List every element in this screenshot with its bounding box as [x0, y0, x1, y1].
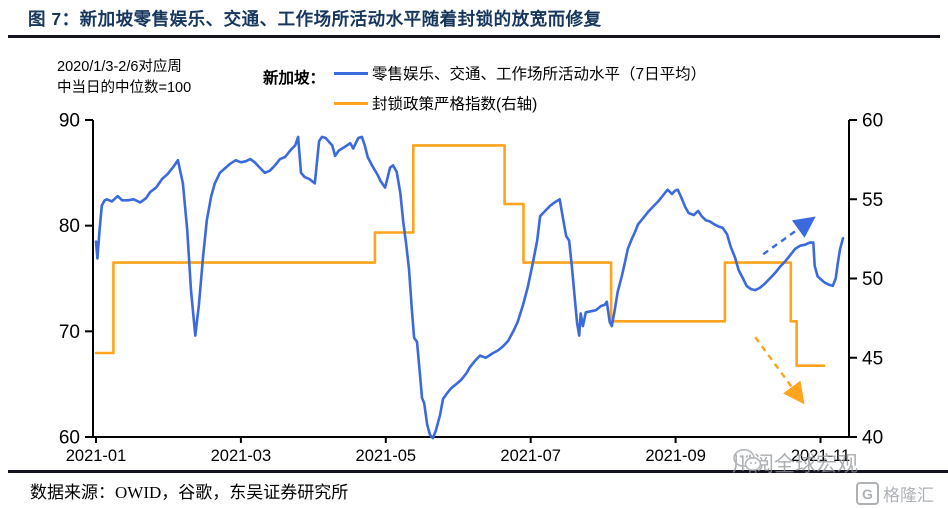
bottom-divider — [8, 470, 948, 473]
wechat-icon — [733, 449, 762, 471]
x-axis-tick-label: 2021-11 — [791, 447, 850, 465]
gelonghui-logo-icon: G — [856, 482, 879, 505]
left-axis-tick-label: 70 — [59, 322, 80, 343]
right-axis-tick-label: 50 — [862, 269, 883, 290]
figure-title: 图 7：新加坡零售娱乐、交通、工作场所活动水平随着封锁的放宽而修复 — [28, 9, 602, 29]
wechat-watermark: 川阅全球宏观 — [732, 448, 858, 478]
mobility-line-swatch — [334, 72, 368, 75]
right-axis-tick-label: 60 — [862, 111, 883, 132]
x-axis-tick-label: 2021-05 — [356, 447, 417, 465]
gelonghui-watermark: G 格隆汇 — [856, 481, 934, 506]
gelonghui-watermark-text: 格隆汇 — [883, 486, 934, 505]
legend-country-label: 新加坡： — [263, 70, 326, 87]
stringency-line-swatch — [334, 102, 368, 105]
x-axis-tick-label: 2021-09 — [645, 447, 706, 465]
axis-note-line1: 2020/1/3-2/6对应周 — [57, 59, 182, 75]
right-axis-tick-label: 55 — [862, 190, 883, 211]
legend-label-mobility: 零售娱乐、交通、工作场所活动水平（7日平均） — [372, 66, 707, 83]
stringency-trend-arrow — [754, 336, 805, 405]
legend-label-stringency: 封锁政策严格指数(右轴) — [372, 96, 538, 113]
mobility-trend-arrow — [762, 216, 816, 256]
mobility-line-series — [94, 135, 845, 440]
legend-swatch-stringency — [334, 102, 368, 105]
wechat-watermark-text: 川阅全球宏观 — [732, 453, 858, 476]
x-axis-tick-label: 2021-07 — [500, 447, 561, 465]
legend-swatch-mobility — [334, 72, 368, 75]
stringency-line-series — [94, 144, 826, 368]
axis-note-line2: 中当日的中位数=100 — [57, 80, 192, 96]
left-axis-tick-label: 90 — [59, 111, 80, 132]
x-axis-tick-label: 2021-01 — [66, 447, 127, 465]
right-axis-tick-label: 40 — [862, 428, 883, 449]
left-axis-tick-label: 80 — [59, 216, 80, 237]
right-axis-tick-label: 45 — [862, 348, 883, 369]
title-divider — [8, 35, 940, 38]
axis-note: 2020/1/3-2/6对应周 中当日的中位数=100 — [57, 57, 191, 99]
left-axis-tick-label: 60 — [59, 428, 80, 449]
x-axis-tick-label: 2021-03 — [211, 447, 272, 465]
data-source: 数据来源：OWID，谷歌，东吴证券研究所 — [30, 483, 349, 502]
